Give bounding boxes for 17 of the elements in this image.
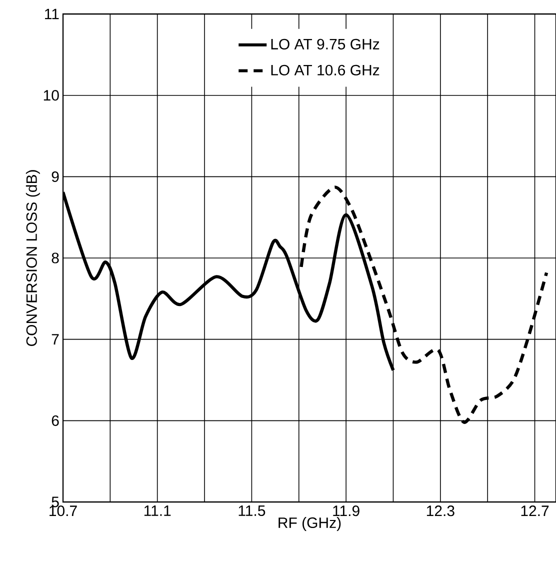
x-axis-title: RF (GHz) bbox=[278, 517, 341, 531]
y-tick-label: 9 bbox=[52, 171, 59, 182]
y-tick-label: 10 bbox=[44, 90, 59, 101]
x-tick-label: 11.9 bbox=[333, 506, 360, 516]
x-tick-label: 11.1 bbox=[144, 506, 171, 516]
y-tick-label: 7 bbox=[52, 334, 59, 344]
x-tick-label: 10.7 bbox=[50, 506, 77, 516]
y-tick-label: 6 bbox=[52, 415, 59, 426]
y-tick-label: 8 bbox=[52, 252, 59, 264]
y-tick-label: 11 bbox=[45, 8, 59, 20]
legend-label: LO AT 9.75 GHz bbox=[271, 38, 380, 50]
y-axis-title: CONVERSION LOSS (dB) bbox=[26, 170, 40, 346]
x-tick-label: 12.7 bbox=[521, 506, 549, 516]
legend-label: LO AT 10.6 GHz bbox=[271, 64, 380, 76]
x-tick-label: 12.3 bbox=[426, 506, 454, 516]
x-tick-label: 11.5 bbox=[238, 506, 266, 516]
y-tick-label: 5 bbox=[52, 496, 59, 508]
